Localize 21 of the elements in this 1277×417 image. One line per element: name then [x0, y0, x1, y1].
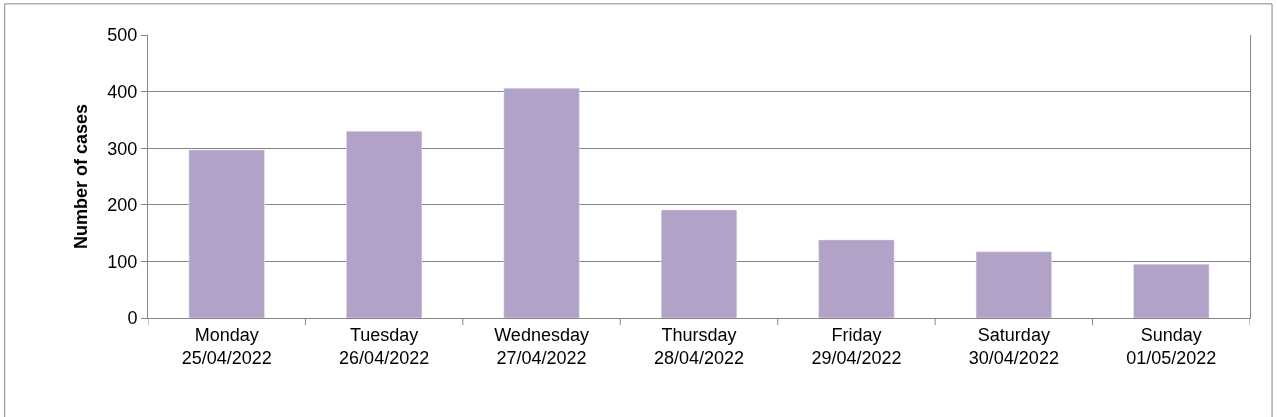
x-tick-label: Friday 29/04/2022: [811, 324, 902, 368]
x-tick-label: Saturday 30/04/2022: [968, 324, 1059, 368]
y-tick-label: 100: [107, 251, 138, 272]
y-tick-label: 400: [107, 81, 138, 102]
x-tick-label: Wednesday 27/04/2022: [494, 324, 589, 368]
bar: [188, 149, 265, 318]
x-tick-label: Tuesday 26/04/2022: [339, 324, 430, 368]
x-tick-label: Thursday 28/04/2022: [653, 324, 745, 368]
bar: [1133, 263, 1210, 318]
y-tick-label: 500: [107, 25, 138, 46]
x-tick-label: Sunday 01/05/2022: [1126, 324, 1217, 368]
bar: [660, 209, 738, 318]
x-tick-label: Monday 25/04/2022: [181, 324, 272, 368]
y-axis-title: Number of cases: [70, 103, 91, 250]
y-tick-label: 200: [107, 195, 138, 216]
bar: [975, 251, 1052, 318]
y-tick-label: 0: [127, 308, 138, 329]
bar: [818, 239, 895, 318]
bar: [346, 130, 423, 318]
bar: [503, 87, 580, 318]
y-tick-label: 300: [107, 138, 138, 159]
